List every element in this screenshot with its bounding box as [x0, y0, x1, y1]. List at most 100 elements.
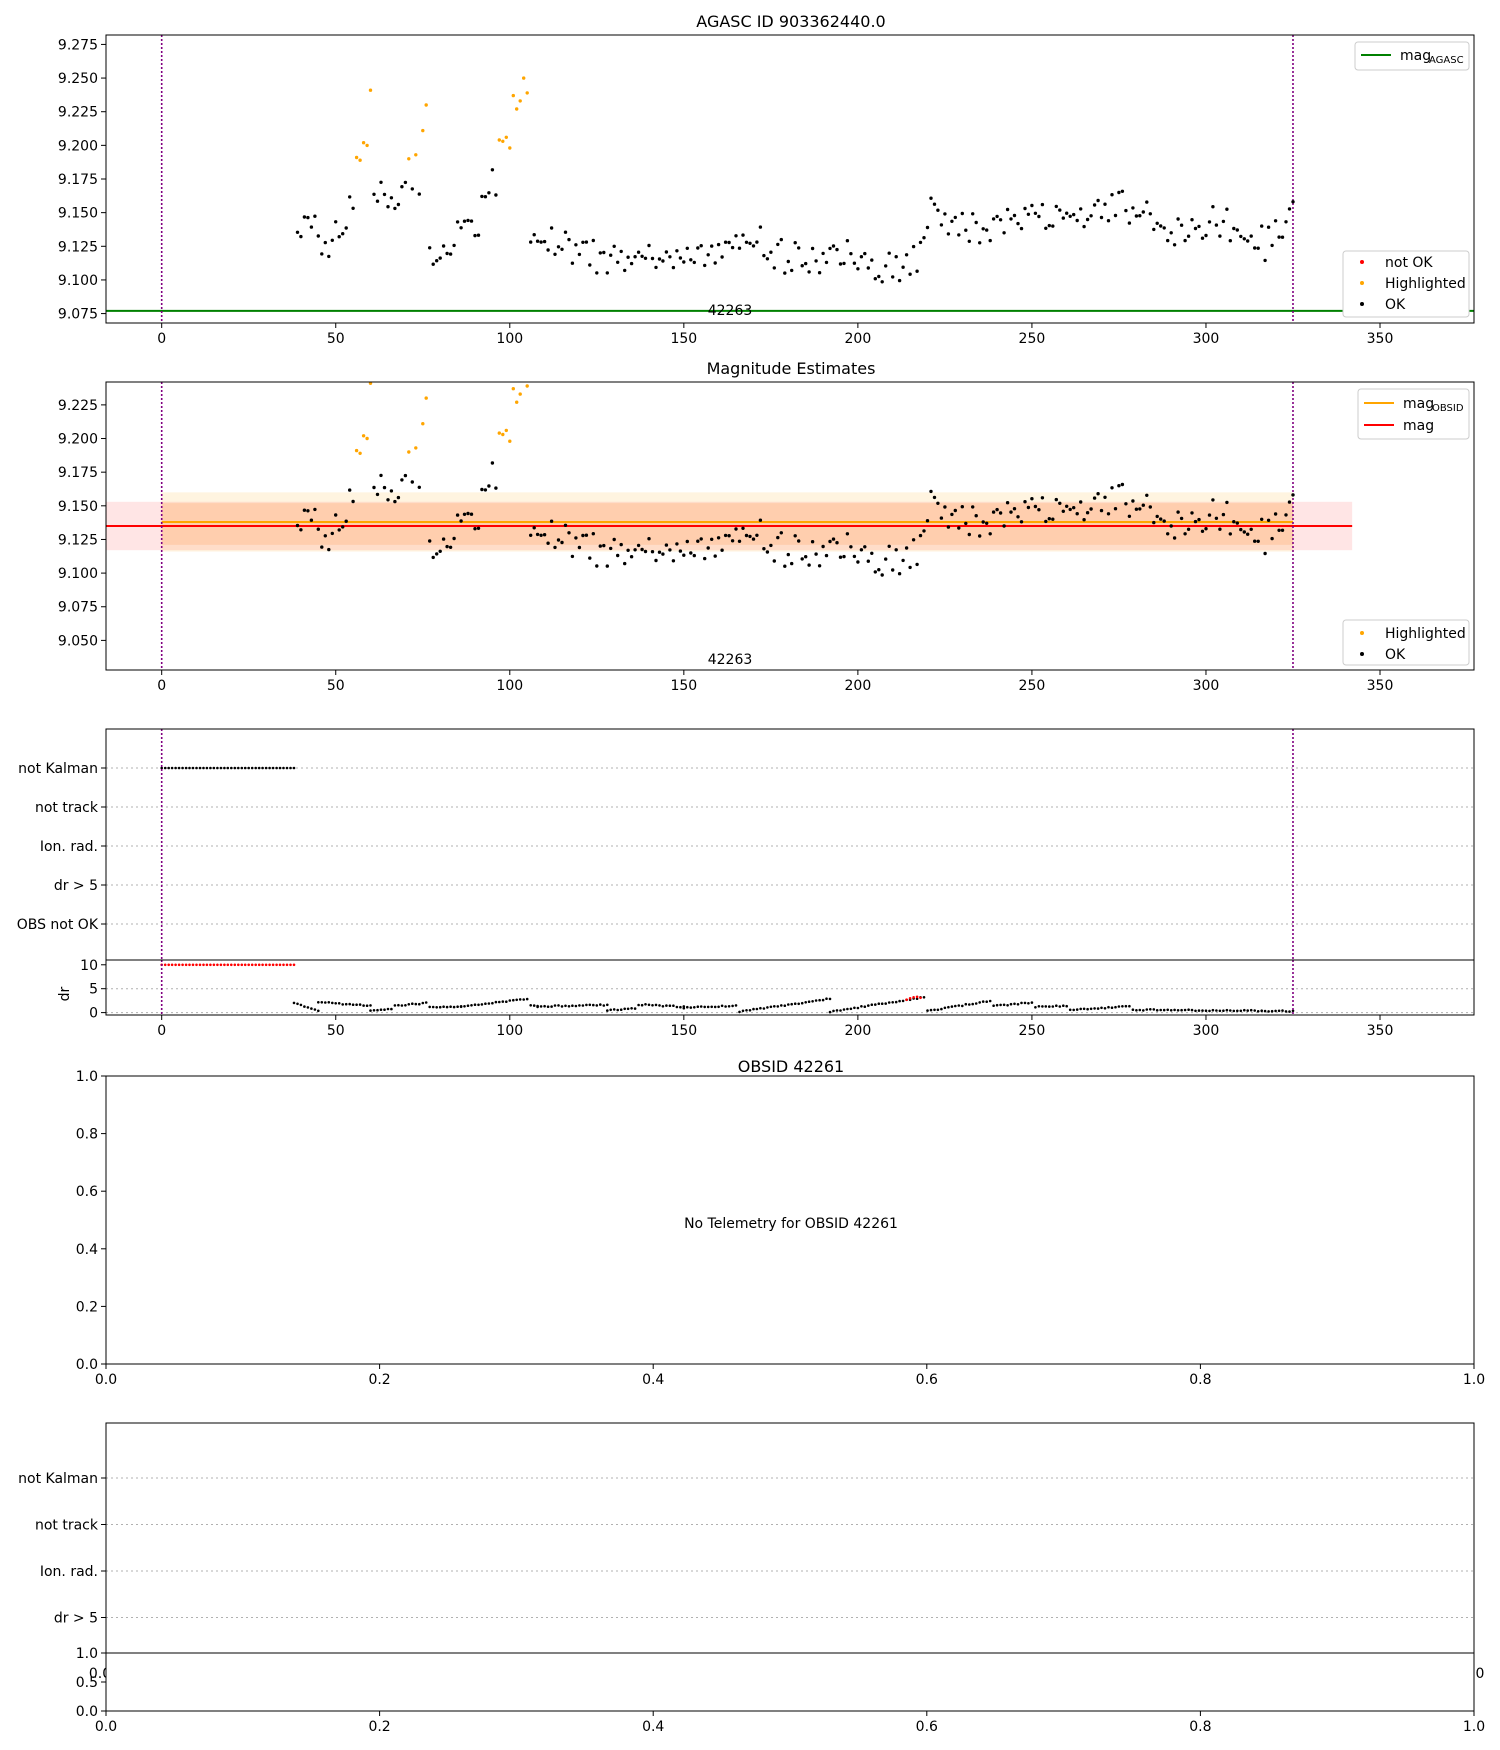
p1-ok-point-148 [873, 277, 877, 281]
p2-ok-point-29 [428, 539, 432, 543]
p1-highlighted-point-9 [497, 138, 501, 142]
p2-ok-point-231 [1162, 519, 1166, 523]
p1-ok-point-0 [295, 230, 300, 234]
p2-ok-point-168 [943, 505, 947, 509]
dr-point-17-288 [1162, 1008, 1166, 1012]
dr-point-7-123 [588, 1003, 592, 1007]
dr-point-12-197 [846, 1007, 849, 1011]
dr-point-17-284 [1149, 1008, 1152, 1011]
p1-ok-point-210 [1089, 214, 1093, 218]
p2-ok-point-108 [734, 527, 738, 531]
dr-point-17-290 [1169, 1009, 1173, 1012]
p2-ok-point-201 [1058, 501, 1062, 505]
p2-legend-top-box [1357, 388, 1470, 440]
p2-ok-point-56 [553, 545, 557, 550]
dr-point-17-305 [1222, 1009, 1225, 1012]
dr-point-17-306 [1225, 1008, 1229, 1012]
p2-ok-point-255 [1246, 532, 1250, 536]
dr-point-11-175 [769, 1005, 773, 1009]
dr-saturated-point-28 [257, 963, 261, 967]
dr-point-17-304 [1218, 1009, 1222, 1013]
dr-point-10-161 [720, 1004, 724, 1008]
dr-point-5-99 [505, 1000, 508, 1003]
p3-not-kalman-point-25 [247, 766, 250, 770]
dr-point-4-82 [445, 1005, 449, 1009]
p2-legend-marker-0 [1360, 631, 1364, 635]
p1-ok-point-25 [400, 185, 404, 189]
dr-point-5-102 [515, 998, 518, 1002]
p5sub-ytick-label-0: 0.0 [76, 1704, 98, 1720]
p1-ok-point-98 [699, 244, 703, 248]
dr-red-point-2 [912, 996, 915, 999]
p1-ok-point-204 [1068, 214, 1072, 218]
dr-point-10-152 [689, 1006, 693, 1009]
p2-ok-point-4 [309, 518, 314, 522]
p2-ok-point-112 [748, 534, 752, 539]
dr-point-12-212 [898, 999, 901, 1003]
dr-point-12-210 [891, 1001, 894, 1004]
p2-highlighted-point-3 [365, 436, 369, 441]
p2-ok-point-248 [1221, 512, 1226, 517]
p2-ok-point-133 [821, 544, 825, 549]
p2-ok-point-184 [998, 511, 1003, 515]
dr-saturated-point-30 [264, 963, 268, 967]
p2-ok-point-119 [772, 559, 776, 563]
p1-ok-point-192 [1026, 212, 1031, 216]
p1-ok-point-26 [403, 180, 408, 185]
p2-ok-point-67 [591, 532, 595, 536]
dr-point-2-64 [383, 1008, 386, 1011]
p5-ytick-label-0: not Kalman [18, 1471, 98, 1487]
p3-not-kalman-point-19 [226, 766, 230, 770]
dr-red-point-0 [905, 998, 908, 1001]
p1-ok-point-191 [1023, 206, 1027, 211]
p2-ok-point-99 [703, 556, 707, 561]
p2-ok-point-222 [1131, 499, 1135, 503]
p2-ok-point-226 [1145, 493, 1149, 497]
p1-ok-point-174 [964, 228, 968, 232]
p1-ok-point-47 [490, 168, 495, 172]
dr-point-12-213 [901, 999, 905, 1003]
dr-point-2-60 [369, 1009, 372, 1012]
p3-not-kalman-point-37 [289, 766, 292, 770]
p1-legend-label-2: OK [1385, 297, 1406, 313]
dr-point-5-105 [525, 997, 529, 1001]
dr-point-11-191 [825, 997, 828, 1000]
dr-point-9-139 [644, 1003, 647, 1006]
dr-point-0-38 [292, 1001, 296, 1005]
dr-point-14-239 [992, 1004, 995, 1007]
dr-point-9-143 [658, 1004, 661, 1007]
p1-ok-point-125 [793, 241, 797, 245]
p2-ok-point-52 [539, 533, 543, 537]
p1-ok-point-85 [654, 265, 658, 270]
dr-point-13-227 [950, 1005, 954, 1008]
p2-ok-point-205 [1072, 506, 1076, 510]
p2-ytick-label-1: 9.075 [58, 600, 98, 616]
p3-not-kalman-point-27 [254, 766, 257, 770]
dr-point-15-256 [1051, 1005, 1055, 1008]
p2-ok-point-206 [1075, 512, 1079, 516]
dr-point-17-301 [1208, 1009, 1211, 1013]
p1-highlighted-point-15 [518, 99, 522, 103]
p1-legend-marker-1 [1360, 281, 1364, 285]
dr-point-2-63 [379, 1008, 383, 1011]
p1-ok-point-12 [337, 235, 341, 239]
p1-legend-label-1: Highlighted [1385, 276, 1466, 292]
dr-point-3-72 [411, 1002, 414, 1005]
dr-point-7-127 [602, 1004, 606, 1007]
p3-not-kalman-point-26 [250, 766, 254, 770]
dr-point-15-254 [1044, 1005, 1048, 1008]
p1-ok-point-1 [299, 234, 303, 239]
p4-ytick-label-1: 0.2 [76, 1299, 98, 1315]
dr-point-10-163 [727, 1005, 731, 1008]
p1-ok-point-180 [985, 228, 989, 232]
p1-ok-point-112 [748, 241, 752, 245]
p1-ok-point-170 [950, 219, 954, 223]
dr-point-17-324 [1288, 1010, 1291, 1013]
p1-ok-point-176 [971, 212, 975, 216]
p1-ok-point-88 [664, 250, 669, 254]
dr-point-17-292 [1176, 1009, 1180, 1012]
dr-point-5-86 [459, 1005, 463, 1008]
dr-point-8-130 [612, 1008, 616, 1011]
p2-ok-point-126 [797, 539, 801, 543]
dr-point-17-308 [1232, 1009, 1236, 1013]
